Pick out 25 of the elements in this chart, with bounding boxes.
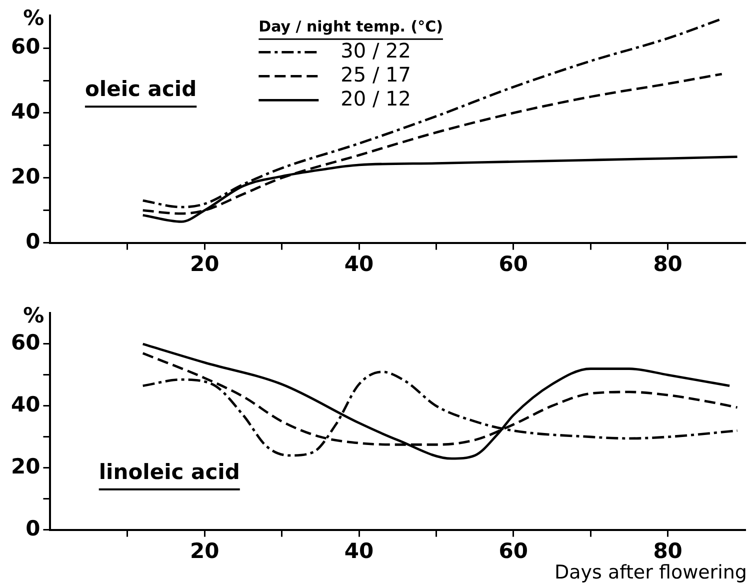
legend-title: Day / night temp. (°C) — [258, 18, 443, 36]
x-tick-label: 60 — [498, 538, 528, 563]
y-tick-label: 20 — [10, 454, 40, 478]
y-tick-label: 60 — [10, 330, 40, 354]
x-tick-label: 20 — [190, 538, 220, 563]
x-axis-title: Days after flowering — [554, 561, 747, 584]
x-tick-label: 60 — [498, 252, 528, 276]
y-tick-label: 60 — [10, 34, 40, 59]
x-tick-label: 20 — [190, 252, 220, 276]
y-axis-title: % — [23, 6, 44, 30]
annotation: linoleic acid — [98, 460, 240, 484]
x-tick-label: 80 — [653, 538, 682, 563]
legend-label: 30 / 22 — [340, 38, 412, 62]
y-axis-title: % — [23, 303, 44, 328]
x-tick-label: 40 — [344, 252, 374, 276]
y-tick-label: 0 — [26, 516, 40, 540]
x-tick-label: 80 — [653, 252, 682, 276]
y-tick-label: 40 — [10, 392, 40, 416]
x-tick-label: 40 — [344, 538, 374, 563]
annotation: oleic acid — [84, 77, 197, 102]
y-tick-label: 20 — [10, 164, 40, 188]
legend-label: 25 / 17 — [340, 62, 412, 86]
y-tick-label: 40 — [10, 99, 40, 124]
legend-label: 20 / 12 — [340, 86, 412, 110]
y-tick-label: 0 — [26, 229, 40, 254]
